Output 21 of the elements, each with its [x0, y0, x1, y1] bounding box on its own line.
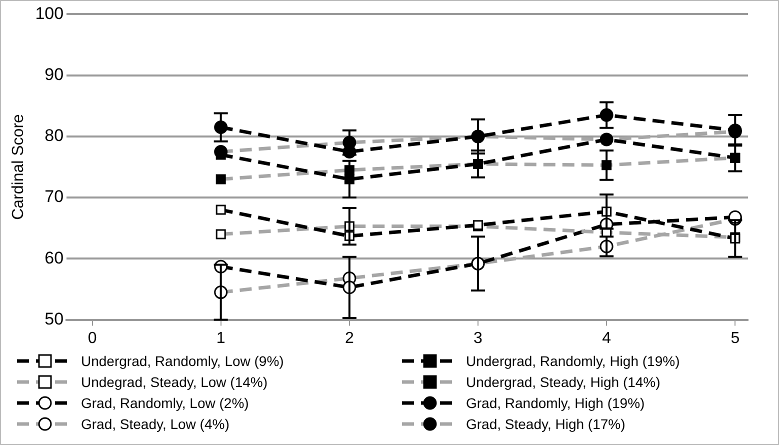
legend-label: Grad, Steady, High (17%): [466, 416, 626, 432]
x-tick-label: 1: [216, 330, 226, 347]
y-tick-label: 100: [35, 4, 64, 23]
y-tick-label: 90: [44, 65, 64, 84]
legend-label: Undergrad, Randomly, High (19%): [466, 352, 680, 368]
legend-label: Undergrad, Randomly, Low (9%): [81, 352, 284, 368]
y-tick-label: 80: [44, 126, 64, 146]
legend-label: Undegrad, Steady, Low (14%): [81, 374, 268, 390]
x-tick-label: 4: [602, 330, 612, 347]
y-axis-title: Cardinal Score: [10, 114, 28, 220]
y-tick-label: 70: [44, 187, 64, 206]
legend-label: Grad, Steady, Low (4%): [81, 416, 230, 432]
x-tick-label: 0: [88, 330, 97, 347]
x-tick-label: 3: [474, 330, 483, 347]
legend-label: Grad, Randomly, Low (2%): [81, 394, 249, 410]
x-tick-label: 5: [730, 330, 740, 347]
y-tick-label: 60: [44, 248, 64, 268]
legend-label: Grad, Randomly, High (19%): [466, 394, 645, 410]
y-tick-label: 50: [44, 309, 64, 328]
x-tick-label: 2: [344, 330, 354, 347]
legend-label: Undergrad, Steady, High (14%): [466, 374, 660, 390]
